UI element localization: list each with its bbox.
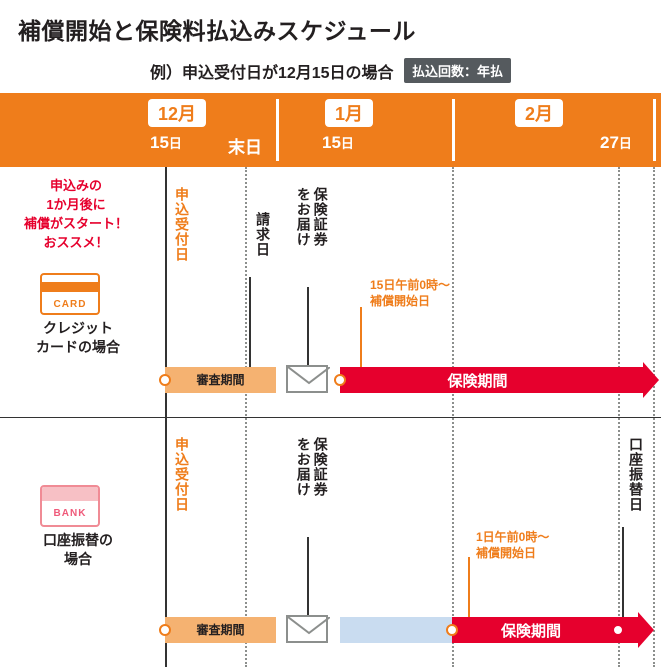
bank-callout-lead (468, 557, 470, 617)
day-feb27: 27日 (600, 133, 632, 153)
card-bar-period: 保険期間 (340, 367, 645, 393)
month-jan: 1月 (325, 99, 373, 127)
timeline-body: 申込みの 1か月後に 補償がスタート！ おススメ！ CARD クレジットカードの… (0, 167, 661, 667)
bank-icon: BANK (40, 477, 100, 531)
card-lead-bill (249, 277, 251, 367)
bank-lead-deliver (307, 537, 309, 615)
day-decend: 末日 (228, 133, 262, 158)
day-dec15: 15日 (150, 133, 182, 153)
bank-label-deliver: 保険証券をお届け (295, 437, 329, 497)
card-label-bill: 請求日 (253, 212, 273, 257)
card-dot-apply (159, 374, 171, 386)
bank-envelope-icon (286, 615, 328, 643)
subtitle: 例）申込受付日が12月15日の場合 (150, 59, 394, 83)
bank-period-arrow (638, 612, 654, 648)
card-bar-review: 審査期間 (165, 367, 276, 393)
bank-callout: 1日午前0時〜補償開始日 (476, 529, 549, 561)
month-dec: 12月 (148, 99, 206, 127)
card-dot-start (334, 374, 346, 386)
bank-dot-debit (612, 624, 624, 636)
frequency-badge: 払込回数：年払 (404, 58, 511, 83)
bank-lead-debit (622, 527, 624, 617)
bank-dot-apply (159, 624, 171, 636)
timeline-header: 12月 1月 2月 15日 末日 15日 27日 (0, 93, 661, 167)
card-label-deliver: 保険証券をお届け (295, 187, 329, 247)
card-callout-lead (360, 307, 362, 367)
card-callout: 15日午前0時〜補償開始日 (370, 277, 450, 309)
bank-dot-start (446, 624, 458, 636)
bank-bar-wait (340, 617, 452, 643)
hdr-sep-3 (653, 99, 656, 161)
promo-block: 申込みの 1か月後に 補償がスタート！ おススメ！ (6, 177, 146, 252)
card-envelope-icon (286, 365, 328, 393)
day-jan15: 15日 (322, 133, 354, 153)
bank-caption: 口座振替の場合 (28, 531, 128, 569)
card-lead-deliver (307, 287, 309, 365)
card-label-apply: 申込受付日 (172, 187, 192, 262)
hdr-sep-2 (452, 99, 455, 161)
page-title: 補償開始と保険料払込みスケジュール (0, 0, 661, 52)
card-caption: クレジットカードの場合 (28, 319, 128, 357)
month-feb: 2月 (515, 99, 563, 127)
card-period-arrow (643, 362, 659, 398)
card-icon: CARD (40, 265, 100, 319)
bank-label-debit: 口座振替日 (626, 437, 646, 512)
bank-label-apply: 申込受付日 (172, 437, 192, 512)
row-separator (0, 417, 661, 418)
subtitle-row: 例）申込受付日が12月15日の場合 払込回数：年払 (0, 52, 661, 93)
bank-bar-review: 審査期間 (165, 617, 276, 643)
hdr-sep-1 (276, 99, 279, 161)
